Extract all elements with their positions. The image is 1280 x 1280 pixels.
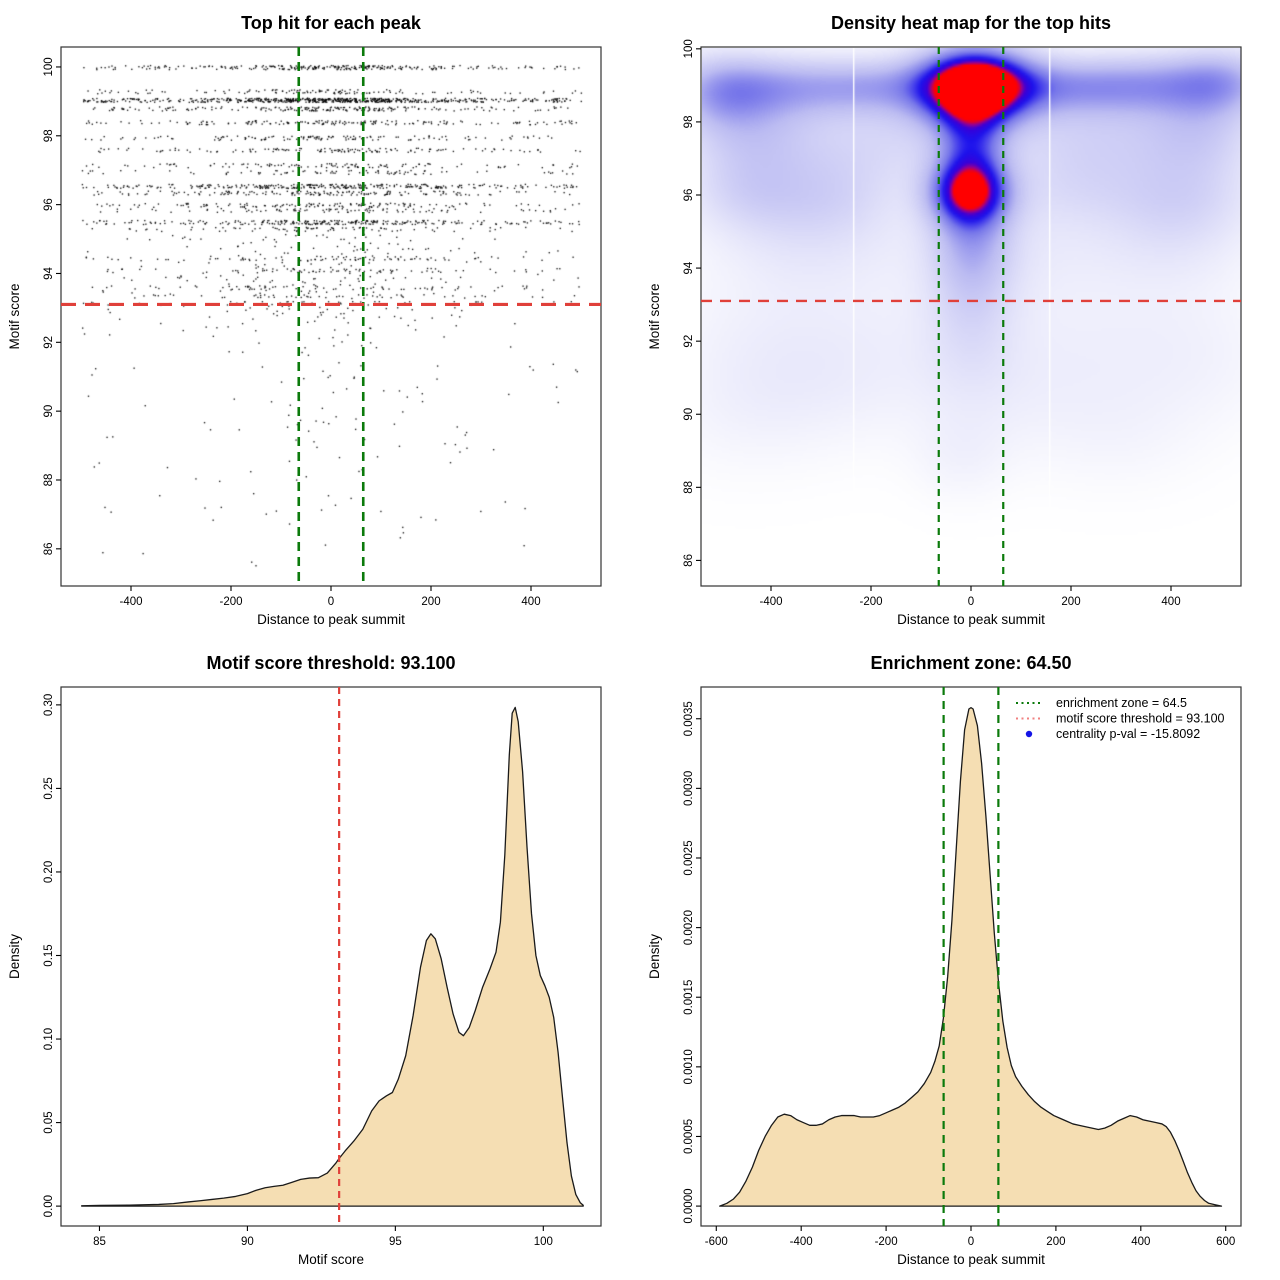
y-tick-label: 0.05 <box>43 1111 55 1133</box>
y-axis-label: Motif score <box>647 283 662 349</box>
y-axis-label: Density <box>7 934 22 979</box>
panel-title: Motif score threshold: 93.100 <box>206 653 455 673</box>
y-tick-label: 100 <box>43 57 55 76</box>
x-tick-label: 100 <box>534 1236 553 1248</box>
panel-title: Enrichment zone: 64.50 <box>870 653 1071 673</box>
y-tick-label: 100 <box>683 39 695 58</box>
y-tick-label: 0.30 <box>43 694 55 716</box>
panel-density-heatmap: Density heat map for the top hits Distanc… <box>640 0 1280 640</box>
x-tick-label: 95 <box>389 1236 402 1248</box>
y-tick-label: 94 <box>43 266 55 279</box>
y-tick-label: 94 <box>683 261 695 274</box>
plot-box <box>60 46 602 587</box>
x-tick-label: -400 <box>790 1236 813 1248</box>
panel-title: Top hit for each peak <box>241 13 422 33</box>
y-tick-label: 88 <box>683 481 695 494</box>
y-tick-label: 0.0005 <box>683 1119 695 1154</box>
y-tick-label: 0.20 <box>43 861 55 883</box>
y-tick-label: 98 <box>43 129 55 142</box>
x-tick-label: 200 <box>1046 1236 1065 1248</box>
y-tick-label: 0.00 <box>43 1195 55 1217</box>
y-tick-label: 96 <box>43 198 55 211</box>
x-tick-label: 400 <box>521 596 540 608</box>
y-axis-label: Motif score <box>7 283 22 349</box>
x-tick-label: -200 <box>219 596 242 608</box>
heatmap-canvas <box>702 48 1241 586</box>
y-tick-label: 0.0000 <box>683 1188 695 1223</box>
x-tick-label: 200 <box>421 596 440 608</box>
x-tick-label: 90 <box>241 1236 254 1248</box>
x-tick-label: 0 <box>968 596 974 608</box>
x-tick-label: 200 <box>1061 596 1080 608</box>
y-tick-label: 0.25 <box>43 777 55 799</box>
plot-legend: enrichment zone = 64.5 motif score thresh… <box>1016 696 1225 741</box>
x-tick-label: -200 <box>875 1236 898 1248</box>
panel-motif-score-density: Motif score threshold: 93.100 Motif score… <box>0 640 640 1280</box>
y-tick-label: 0.0010 <box>683 1049 695 1084</box>
x-tick-label: -600 <box>705 1236 728 1248</box>
scatter-points-canvas <box>62 48 601 586</box>
x-tick-label: -200 <box>859 596 882 608</box>
y-tick-label: 0.10 <box>43 1028 55 1050</box>
x-tick-label: 400 <box>1131 1236 1150 1248</box>
x-tick-label: 85 <box>93 1236 106 1248</box>
heatmap-plot: Density heat map for the top hits Distanc… <box>647 13 1242 627</box>
x-tick-label: -400 <box>759 596 782 608</box>
x-axis-label: Distance to peak summit <box>897 612 1045 627</box>
y-tick-label: 0.0030 <box>683 771 695 806</box>
y-tick-label: 86 <box>683 554 695 567</box>
panel-top-hit-scatter: Top hit for each peak Distance to peak su… <box>0 0 640 640</box>
x-axis-label: Motif score <box>298 1252 364 1267</box>
y-tick-label: 92 <box>683 335 695 348</box>
y-tick-label: 90 <box>683 408 695 421</box>
legend-dot-swatch <box>1025 730 1033 738</box>
legend-item-label: motif score threshold = 93.100 <box>1056 712 1225 726</box>
x-tick-label: 0 <box>968 1236 974 1248</box>
plot-box <box>60 686 602 1227</box>
x-tick-label: 0 <box>328 596 334 608</box>
legend-item-label: centrality p-val = -15.8092 <box>1056 727 1200 741</box>
y-tick-label: 96 <box>683 189 695 202</box>
x-tick-label: -400 <box>119 596 142 608</box>
panel-title: Density heat map for the top hits <box>831 13 1111 33</box>
x-tick-label: 400 <box>1161 596 1180 608</box>
y-tick-label: 0.0025 <box>683 840 695 875</box>
y-tick-label: 0.0035 <box>683 701 695 736</box>
y-tick-label: 0.0020 <box>683 910 695 945</box>
y-tick-label: 90 <box>43 405 55 418</box>
y-axis-label: Density <box>647 934 662 979</box>
scatter-plot: Top hit for each peak Distance to peak su… <box>7 13 602 627</box>
y-tick-label: 86 <box>43 542 55 555</box>
density-curve <box>719 706 1223 1207</box>
legend-item-label: enrichment zone = 64.5 <box>1056 696 1187 710</box>
x-axis-label: Distance to peak summit <box>897 1252 1045 1267</box>
motif-score-density-plot: Motif score threshold: 93.100 Motif score… <box>7 653 602 1267</box>
x-tick-label: 600 <box>1216 1236 1235 1248</box>
y-tick-label: 98 <box>683 116 695 129</box>
panel-summit-distance-density: Enrichment zone: 64.50 Distance to peak s… <box>640 640 1280 1280</box>
x-axis-label: Distance to peak summit <box>257 612 405 627</box>
y-tick-label: 88 <box>43 474 55 487</box>
y-tick-label: 0.0015 <box>683 980 695 1015</box>
y-tick-label: 92 <box>43 336 55 349</box>
plot-box <box>700 46 1242 587</box>
density-curve <box>81 706 584 1207</box>
y-tick-label: 0.15 <box>43 944 55 966</box>
summit-distance-density-plot: Enrichment zone: 64.50 Distance to peak s… <box>647 653 1242 1267</box>
